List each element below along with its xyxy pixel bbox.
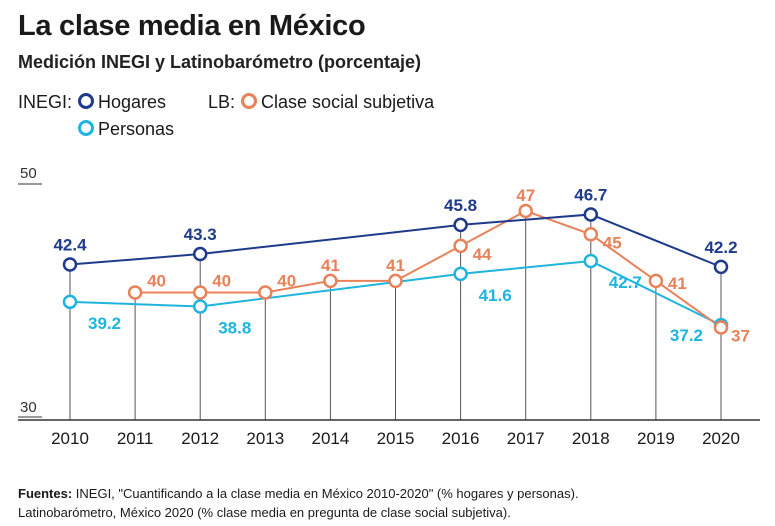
- x-tick-label: 2010: [51, 429, 89, 448]
- personas-data-label: 37.2: [670, 326, 703, 345]
- personas-data-label: 42.7: [609, 273, 642, 292]
- hogares-marker-icon: [78, 93, 95, 109]
- clase_social-series-line: [135, 209, 722, 329]
- personas-data-label: 39.2: [88, 314, 121, 333]
- clase_social-data-label: 44: [473, 245, 492, 264]
- footer-line1: INEGI, "Cuantificando a la clase media e…: [72, 486, 579, 501]
- clase_social-point: [388, 273, 403, 289]
- x-tick-label: 2012: [181, 429, 219, 448]
- clase_social-data-label: 40: [147, 272, 166, 291]
- hogares-point: [192, 246, 208, 262]
- hogares-data-label: 46.7: [574, 185, 607, 204]
- personas-data-label: 41.6: [479, 286, 512, 305]
- clase_social-data-label: 41: [386, 256, 405, 275]
- clase_social-data-label: 37: [731, 326, 750, 345]
- clase_social-point: [323, 273, 338, 289]
- personas-marker-icon: [78, 120, 94, 136]
- x-tick-label: 2017: [507, 429, 545, 448]
- personas-point: [62, 294, 78, 310]
- personas-point: [583, 253, 599, 269]
- hogares-data-label: 45.8: [444, 196, 477, 215]
- legend-clase-social-label: Clase social subjetiva: [261, 92, 435, 112]
- legend-hogares-label: Hogares: [98, 92, 167, 112]
- clase_social-point: [192, 285, 208, 300]
- chart-subtitle: Medición INEGI y Latinobarómetro (porcen…: [18, 52, 422, 72]
- personas-data-label: 38.8: [218, 318, 251, 337]
- hogares-point: [453, 217, 468, 233]
- legend-inegi-prefix: INEGI:: [18, 92, 73, 112]
- footer-label: Fuentes:: [18, 486, 73, 501]
- x-tick-label: 2016: [442, 429, 480, 448]
- personas-point: [453, 266, 468, 282]
- hogares-data-label: 42.2: [704, 238, 737, 257]
- legend-inegi-personas: Personas: [72, 119, 174, 140]
- clase_social-point: [648, 273, 664, 289]
- y-tick-label: 30: [20, 399, 37, 416]
- personas-point: [192, 299, 208, 314]
- clase_social-point: [518, 203, 533, 219]
- hogares-point: [713, 259, 729, 275]
- clase_social-point: [583, 227, 599, 242]
- hogares-data-label: 42.4: [53, 236, 87, 255]
- clase-social-marker-icon: [241, 93, 258, 109]
- legend-inegi-hogares: INEGI: Hogares: [18, 92, 166, 113]
- footer-sources: Fuentes: INEGI, "Cuantificando a la clas…: [18, 484, 579, 522]
- x-tick-label: 2020: [702, 429, 740, 448]
- legend-personas-label: Personas: [98, 119, 175, 139]
- clase_social-data-label: 47: [516, 186, 535, 205]
- hogares-point: [62, 257, 78, 272]
- clase_social-point: [127, 285, 143, 300]
- clase_social-data-label: 41: [321, 256, 340, 275]
- hogares-point: [583, 207, 599, 222]
- chart-title: La clase media en México: [18, 10, 366, 42]
- x-tick-label: 2018: [572, 429, 610, 448]
- clase_social-point: [453, 238, 468, 254]
- footer-line2: Latinobarómetro, México 2020 (% clase me…: [18, 505, 511, 520]
- x-tick-label: 2019: [637, 429, 675, 448]
- clase_social-data-label: 40: [277, 272, 296, 291]
- hogares-data-label: 43.3: [184, 225, 217, 244]
- x-tick-label: 2014: [311, 429, 349, 448]
- x-tick-label: 2015: [377, 429, 415, 448]
- clase_social-data-label: 41: [668, 274, 687, 293]
- x-tick-label: 2013: [246, 429, 284, 448]
- clase_social-data-label: 40: [212, 272, 231, 291]
- clase_social-data-label: 45: [603, 233, 622, 252]
- y-tick-label: 50: [20, 165, 37, 182]
- legend-lb-prefix: LB:: [208, 92, 236, 112]
- legend-lb: LB: Clase social subjetiva: [208, 92, 434, 113]
- x-tick-label: 2011: [117, 429, 154, 448]
- clase_social-point: [713, 320, 729, 335]
- clase_social-point: [258, 285, 273, 300]
